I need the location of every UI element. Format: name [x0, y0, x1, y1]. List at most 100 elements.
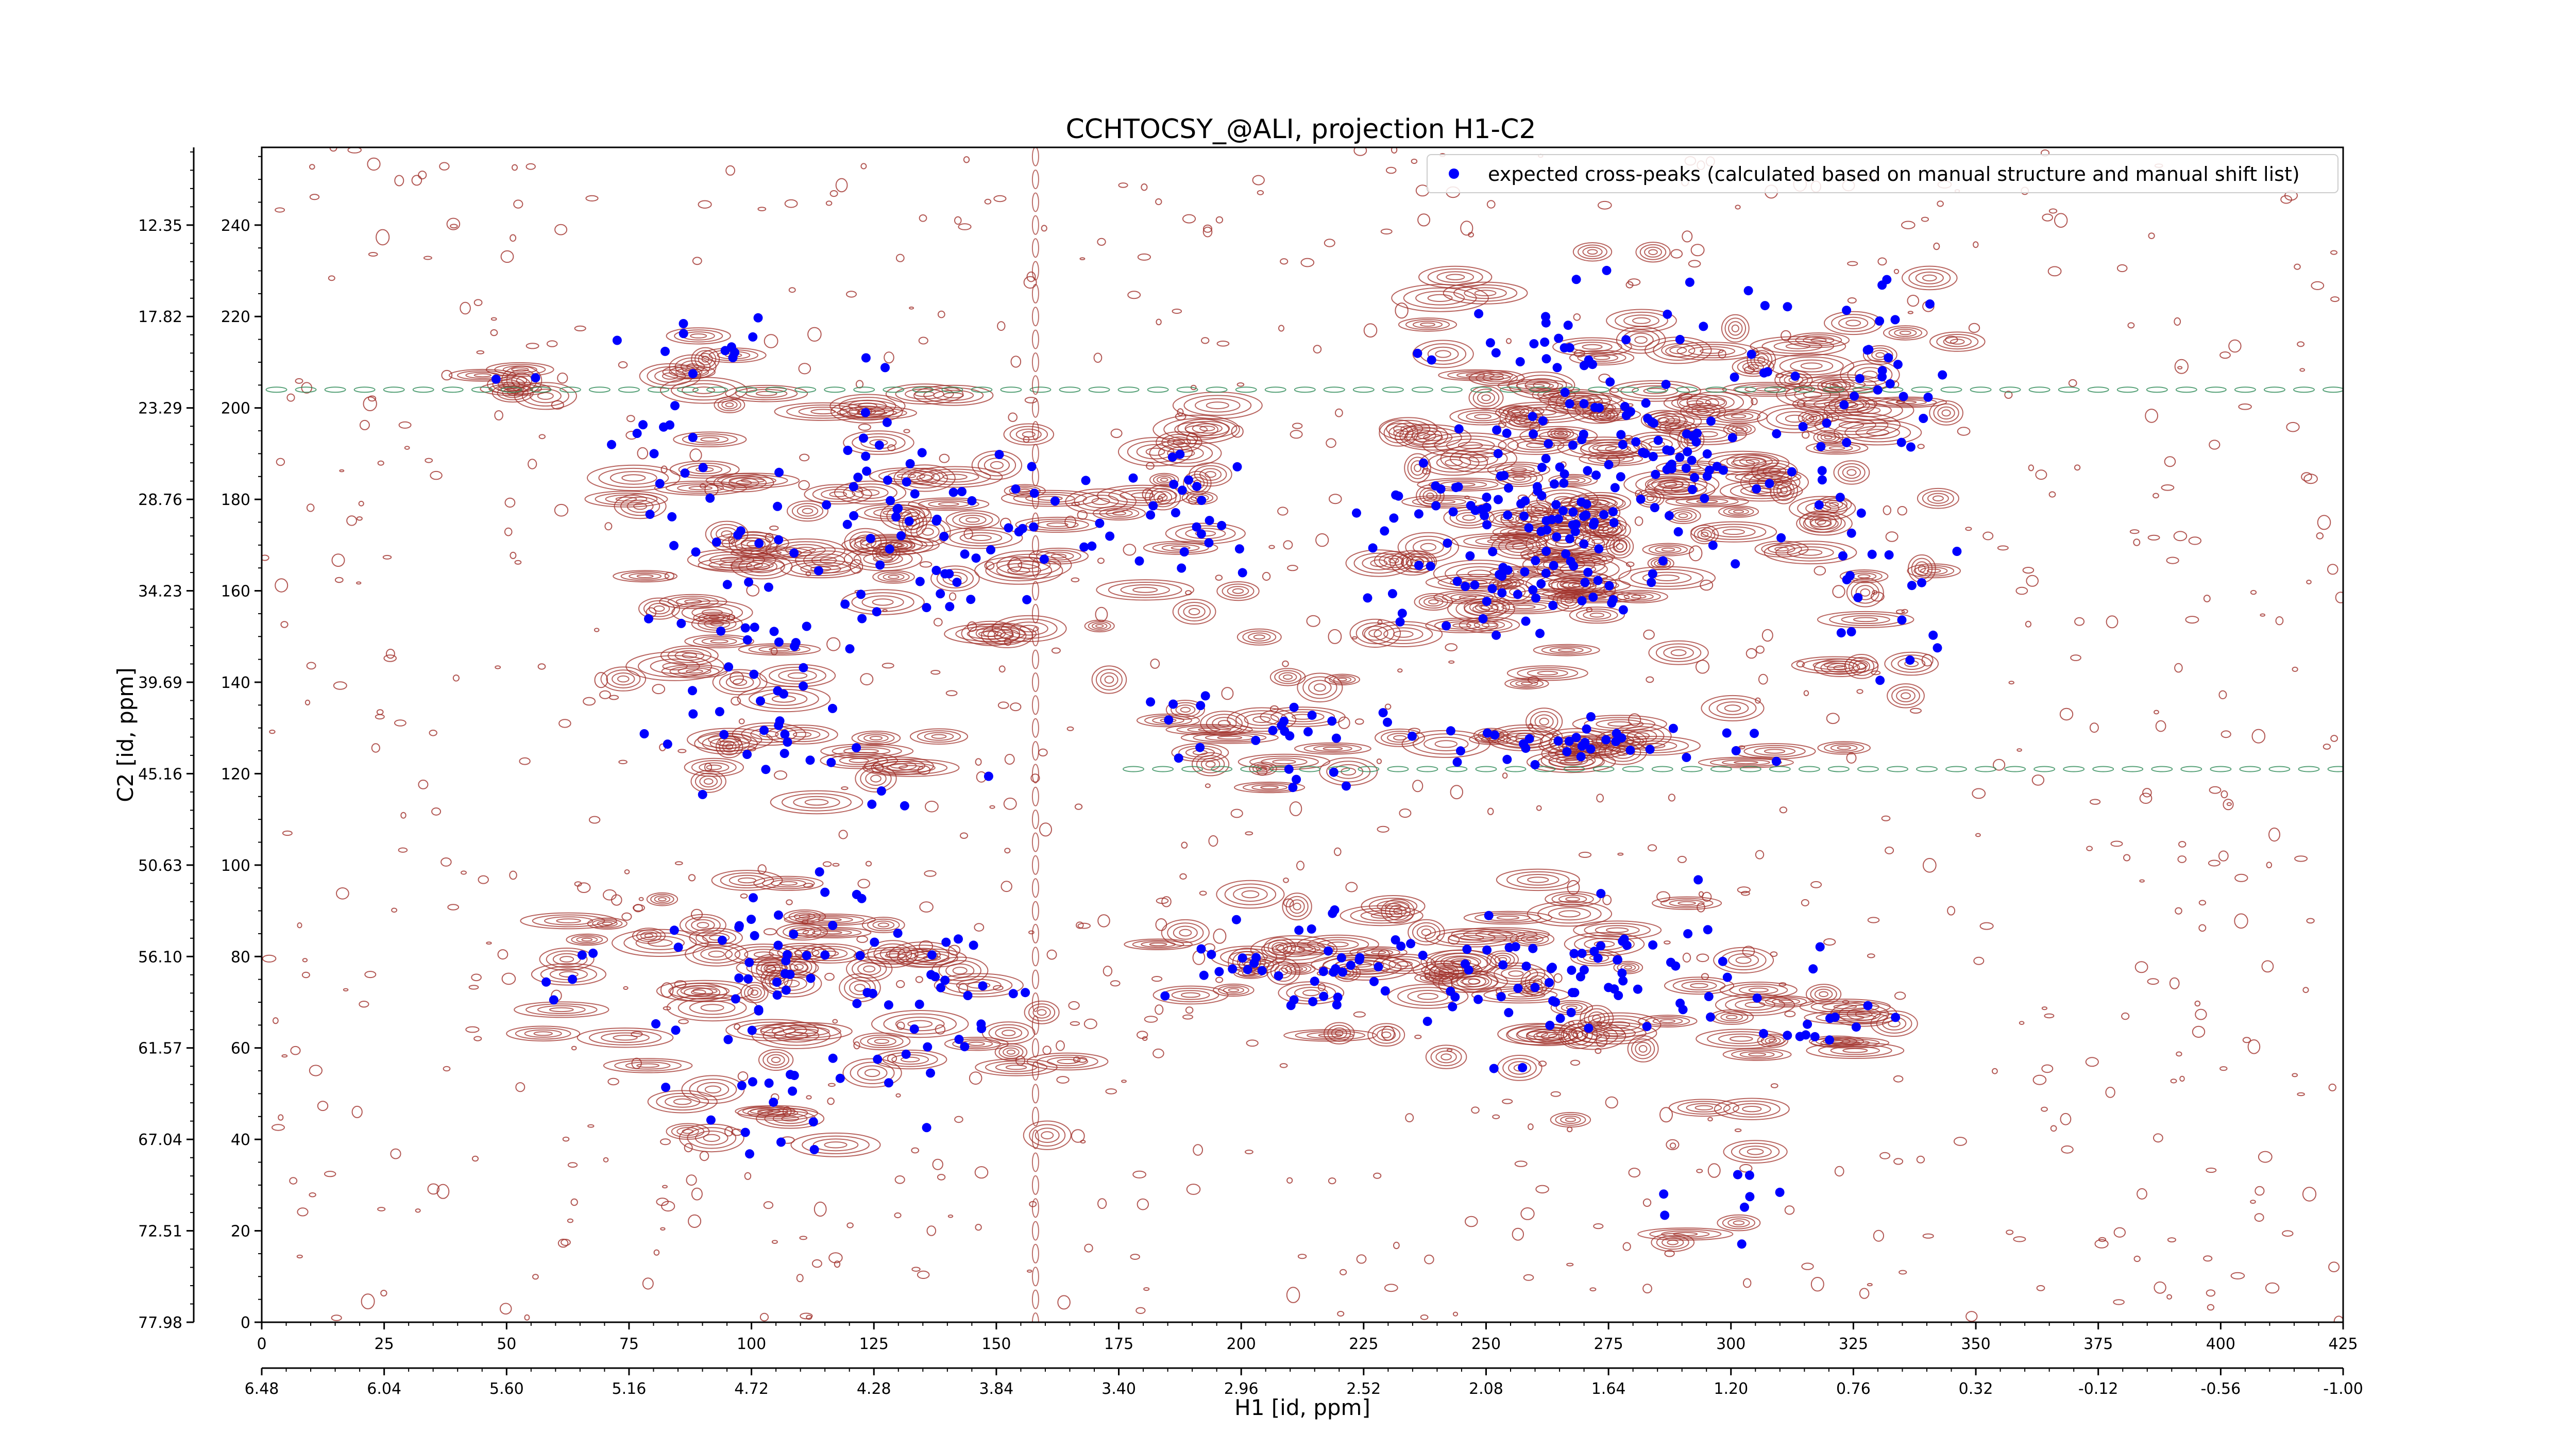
noise-contour	[1834, 1166, 1844, 1177]
negative-contour	[2234, 386, 2256, 393]
peak-contour	[1074, 492, 1128, 512]
expected-cross-peak	[1853, 593, 1863, 602]
expected-cross-peak	[1177, 485, 1187, 495]
peak-contour	[1453, 284, 1518, 302]
expected-cross-peak	[1536, 527, 1546, 536]
noise-contour	[2050, 1125, 2057, 1132]
peak-contour	[802, 508, 814, 514]
expected-cross-peak	[1568, 440, 1578, 450]
x-axis-index: 0 25 50 75 100 125 150 175 200 225 250 275 300 325 350…	[257, 1322, 2358, 1353]
expected-cross-peak	[1352, 508, 1361, 518]
peak-contour	[1195, 398, 1241, 413]
noise-contour	[1953, 1137, 1967, 1146]
expected-cross-peak	[1095, 518, 1105, 528]
peak-contour	[1780, 486, 1788, 495]
peak-contour	[1765, 997, 1807, 1006]
peak-contour	[1628, 332, 1654, 347]
peak-contour	[1158, 494, 1168, 501]
noise-contour	[486, 941, 492, 945]
expected-cross-peak	[639, 729, 649, 738]
peak-contour	[716, 735, 743, 759]
expected-cross-peak	[1604, 581, 1614, 591]
negative-contour	[1975, 766, 1997, 772]
peak-contour	[747, 1107, 808, 1119]
peak-contour	[1506, 408, 1525, 415]
peak-contour	[1199, 426, 1215, 431]
expected-cross-peak	[549, 995, 558, 1005]
peak-contour	[728, 874, 766, 886]
noise-contour	[825, 200, 833, 206]
peak-contour	[666, 327, 731, 345]
expected-cross-peak	[806, 973, 816, 983]
y-ppm-tick-label: 17.82	[138, 308, 182, 326]
peak-contour	[1413, 539, 1444, 555]
vertical-artifact-contour	[1031, 1106, 1039, 1126]
noise-contour	[1784, 1205, 1795, 1215]
peak-contour	[1677, 1101, 1731, 1115]
peak-contour	[820, 744, 914, 759]
peak-contour	[1607, 721, 1632, 727]
peak-contour	[1373, 953, 1436, 974]
peak-contour	[1862, 370, 1878, 379]
peak-contour	[952, 967, 968, 975]
expected-cross-peak	[802, 621, 811, 631]
peak-contour	[1727, 1218, 1750, 1227]
noise-contour	[656, 1198, 669, 1206]
x-ppm-tick-label: -0.12	[2078, 1380, 2119, 1398]
expected-cross-peak	[1700, 494, 1709, 503]
expected-cross-peak	[1759, 1029, 1768, 1038]
expected-cross-peak	[1566, 1007, 1576, 1017]
noise-contour	[1627, 278, 1641, 286]
expected-cross-peak	[754, 538, 764, 548]
peak-contour	[679, 1123, 744, 1153]
noise-contour	[1292, 423, 1303, 429]
expected-cross-peak	[1369, 976, 1379, 986]
expected-cross-peak	[670, 401, 680, 411]
negative-contour	[2323, 386, 2343, 393]
expected-peaks-layer	[491, 265, 1962, 1249]
expected-cross-peak	[747, 1025, 757, 1035]
peak-contour	[1530, 711, 1558, 732]
noise-contour	[1046, 949, 1057, 960]
expected-cross-peak	[1541, 546, 1551, 556]
noise-contour	[1982, 531, 1994, 541]
expected-cross-peak	[1636, 494, 1646, 504]
noise-contour	[1286, 1177, 1293, 1184]
expected-cross-peak	[1647, 417, 1656, 427]
peak-contour	[1324, 673, 1360, 686]
noise-contour	[1083, 1018, 1097, 1030]
expected-cross-peak	[1663, 309, 1672, 319]
noise-contour	[2148, 232, 2155, 240]
noise-contour	[618, 760, 628, 765]
expected-cross-peak	[1839, 400, 1849, 410]
vertical-artifact-contour	[1031, 649, 1039, 669]
expected-cross-peak	[1452, 757, 1462, 767]
peak-contour	[784, 729, 821, 740]
vertical-artifact-contour	[1031, 192, 1039, 212]
noise-contour	[1669, 1142, 1676, 1149]
peak-contour	[1613, 961, 1643, 974]
peak-contour	[685, 916, 721, 934]
expected-cross-peak	[1387, 589, 1397, 599]
negative-contour	[2205, 386, 2227, 393]
peak-contour	[533, 1031, 553, 1036]
peak-contour	[1303, 744, 1362, 753]
noise-contour	[1465, 1216, 1478, 1227]
noise-contour	[2275, 616, 2284, 626]
noise-contour	[2174, 359, 2189, 374]
expected-cross-peak	[1529, 429, 1538, 439]
peak-contour	[1558, 895, 1587, 904]
noise-contour	[603, 1157, 609, 1162]
noise-contour	[1287, 565, 1298, 571]
noise-contour	[343, 988, 349, 992]
noise-contour	[2123, 854, 2131, 862]
peak-contour	[803, 550, 854, 570]
noise-contour	[2303, 474, 2318, 484]
noise-contour	[1074, 803, 1083, 810]
peak-contour	[824, 1141, 848, 1149]
expected-cross-peak	[927, 950, 937, 960]
negative-contour	[1059, 386, 1081, 393]
noise-contour	[429, 730, 437, 736]
noise-contour	[2194, 1000, 2201, 1007]
expected-cross-peak	[1177, 563, 1187, 573]
